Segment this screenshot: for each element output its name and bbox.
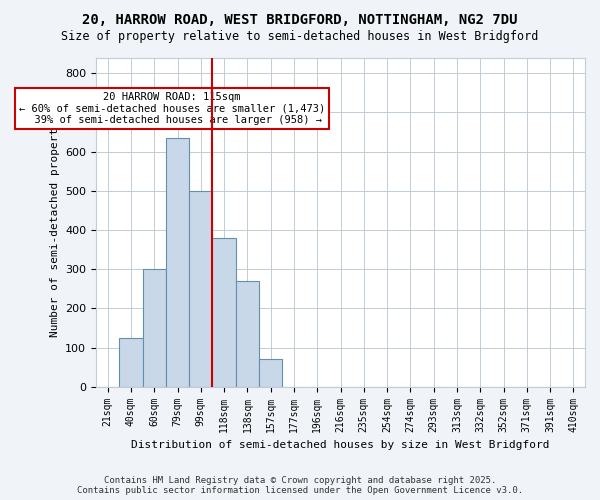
Bar xyxy=(119,338,143,386)
Text: 20 HARROW ROAD: 115sqm
← 60% of semi-detached houses are smaller (1,473)
  39% o: 20 HARROW ROAD: 115sqm ← 60% of semi-det… xyxy=(19,92,325,126)
Bar xyxy=(189,190,212,386)
Bar xyxy=(236,281,259,386)
Text: 20, HARROW ROAD, WEST BRIDGFORD, NOTTINGHAM, NG2 7DU: 20, HARROW ROAD, WEST BRIDGFORD, NOTTING… xyxy=(82,12,518,26)
Bar xyxy=(212,238,236,386)
Bar xyxy=(259,360,283,386)
Bar xyxy=(166,138,189,386)
Text: Size of property relative to semi-detached houses in West Bridgford: Size of property relative to semi-detach… xyxy=(61,30,539,43)
Text: Contains HM Land Registry data © Crown copyright and database right 2025.
Contai: Contains HM Land Registry data © Crown c… xyxy=(77,476,523,495)
Y-axis label: Number of semi-detached properties: Number of semi-detached properties xyxy=(50,108,59,337)
Bar xyxy=(143,269,166,386)
X-axis label: Distribution of semi-detached houses by size in West Bridgford: Distribution of semi-detached houses by … xyxy=(131,440,550,450)
